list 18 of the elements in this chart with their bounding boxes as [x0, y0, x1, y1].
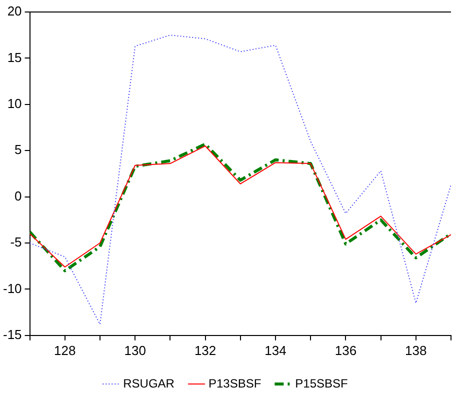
- legend-label: P13SBSF: [208, 376, 262, 390]
- x-tick-label: 132: [194, 342, 216, 358]
- y-tick-label: -10: [2, 280, 22, 296]
- x-tick-label: 136: [334, 342, 357, 358]
- y-tick-label: 20: [7, 4, 22, 19]
- y-tick-label: -15: [2, 326, 22, 342]
- x-tick-label: 134: [264, 342, 286, 358]
- y-tick-label: 15: [7, 50, 22, 65]
- y-tick-label: 0: [14, 188, 22, 204]
- legend-label: RSUGAR: [123, 376, 175, 390]
- x-tick-label: 130: [124, 342, 146, 358]
- y-tick-label: 5: [14, 142, 22, 158]
- x-tick-label: 138: [405, 342, 427, 358]
- y-tick-label: -5: [10, 234, 22, 250]
- line-series: [30, 34, 451, 325]
- y-tick-label: 10: [7, 96, 22, 111]
- legend-label: P15SBSF: [295, 376, 348, 390]
- x-tick-label: 128: [54, 342, 76, 358]
